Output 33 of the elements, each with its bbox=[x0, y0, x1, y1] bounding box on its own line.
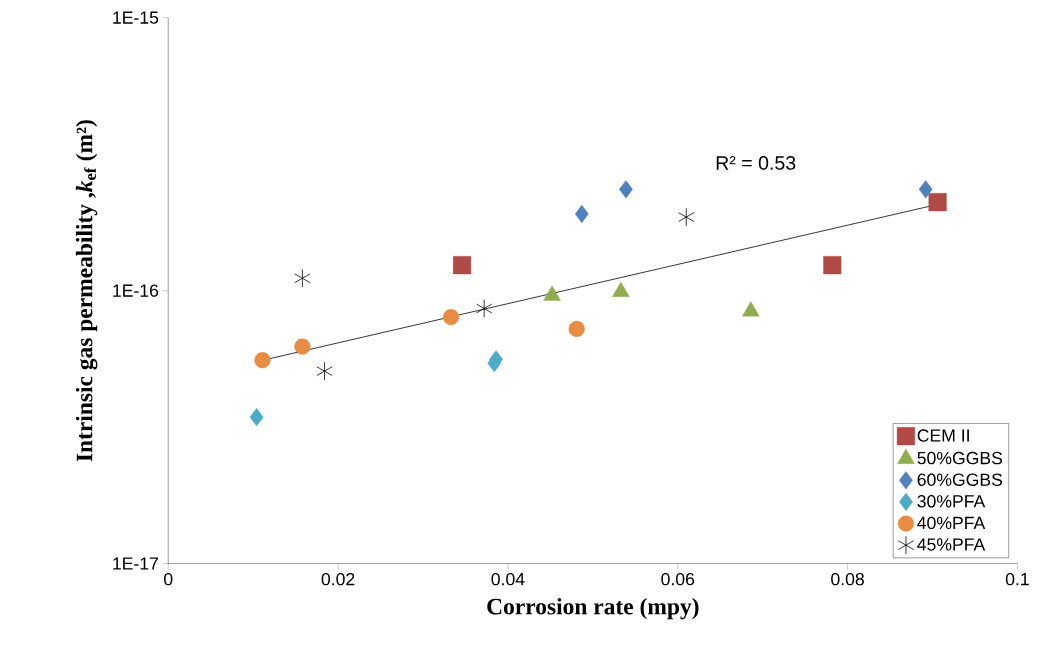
x-axis-title: Corrosion rate (mpy) bbox=[487, 598, 699, 620]
legend-label: CEM II bbox=[917, 429, 969, 442]
point bbox=[619, 180, 633, 199]
legend-label: 60%GGBS bbox=[917, 473, 1003, 487]
x-tick-label: 0 bbox=[164, 573, 173, 586]
x-tick-label: 0.1 bbox=[1005, 573, 1029, 586]
point bbox=[823, 256, 842, 275]
x-tick-label: 0.06 bbox=[661, 573, 695, 586]
y-tick-label: 1E-17 bbox=[113, 557, 159, 570]
x-tick-label: 0.08 bbox=[831, 573, 864, 586]
legend-label: 30%PFA bbox=[917, 495, 986, 508]
x-tick-label: 0.04 bbox=[491, 573, 525, 586]
legend-label: 40%PFA bbox=[917, 516, 986, 530]
point bbox=[568, 321, 585, 338]
point bbox=[316, 362, 333, 381]
point bbox=[442, 309, 460, 326]
point bbox=[918, 180, 933, 199]
point bbox=[294, 269, 311, 288]
point bbox=[678, 208, 695, 227]
y-tick-label: 1E-15 bbox=[113, 11, 159, 25]
y-axis-title: Intrinsic gas permeability ,k$_{ef}$ (m²) bbox=[75, 120, 98, 462]
point bbox=[249, 408, 264, 427]
point bbox=[928, 193, 947, 212]
annotation: R² = 0.53 bbox=[716, 156, 796, 171]
point bbox=[254, 352, 271, 369]
point bbox=[294, 338, 311, 355]
point bbox=[453, 256, 472, 275]
point bbox=[476, 299, 493, 318]
legend-label: 50%GGBS bbox=[917, 452, 1003, 465]
x-tick-label: 0.02 bbox=[321, 573, 355, 586]
legend-label: 45%PFA bbox=[917, 538, 986, 551]
y-tick-label: 1E-16 bbox=[113, 284, 159, 298]
point bbox=[574, 205, 589, 224]
